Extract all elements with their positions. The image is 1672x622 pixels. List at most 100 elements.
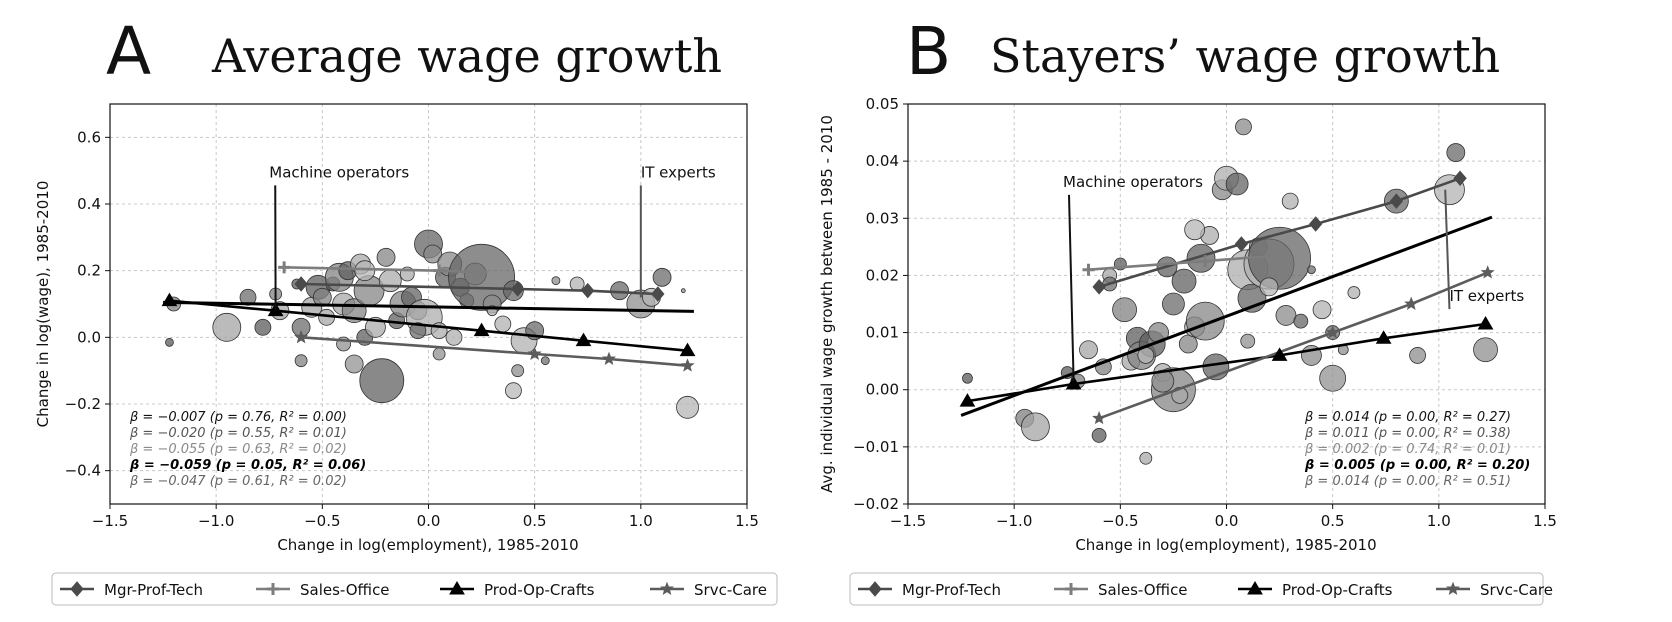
panel-a-x-ticks: −1.5 −1.0 −0.5 0.0 0.5 1.0 1.5: [92, 504, 759, 530]
y-tick-label: 0.03: [866, 209, 899, 227]
series-marker-mgr-prof-tech: [294, 276, 308, 292]
occupation-bubble: [1307, 265, 1316, 275]
series-marker-prod-op-crafts: [575, 332, 592, 347]
occupation-bubble: [1178, 334, 1198, 354]
y-tick-label: 0.0: [77, 328, 101, 346]
occupation-bubble: [1347, 286, 1361, 299]
occupation-bubble: [1240, 333, 1256, 349]
legend-marker-sales-office: [1065, 583, 1077, 595]
legend-marker-srvc-care: [1446, 581, 1460, 596]
series-marker-prod-op-crafts: [1375, 330, 1392, 344]
panel-a-y-axis-label: Change in log(wage), 1985-2010: [34, 181, 52, 428]
x-tick-label: −1.0: [996, 512, 1032, 530]
series-line-srvc-care: [301, 336, 688, 367]
panel-b: B Stayers’ wage growth −1.5 −1.0 −0.5 0.0 0.…: [818, 13, 1557, 554]
occupation-bubble: [540, 356, 550, 366]
occupation-bubble: [676, 395, 699, 419]
x-tick-label: −1.0: [198, 512, 234, 530]
occupation-bubble: [680, 288, 686, 294]
legend-marker-sales-office: [267, 583, 279, 595]
series-marker-sales-office: [1273, 249, 1286, 262]
legend-label-mgr-prof-tech: Mgr-Prof-Tech: [902, 581, 1001, 599]
occupation-bubble: [1319, 364, 1347, 392]
overall-fit-line: [960, 215, 1493, 417]
legend-label-prod-op-crafts: Prod-Op-Crafts: [1282, 581, 1393, 599]
legend-marker-srvc-care: [660, 581, 674, 596]
legend-marker-prod-op-crafts: [1247, 581, 1263, 595]
occupation-bubble: [1281, 192, 1299, 210]
occupation-bubble: [1112, 297, 1137, 323]
legend-label-sales-office: Sales-Office: [1098, 581, 1188, 599]
panel-a-annotations: Machine operators IT experts: [269, 163, 716, 311]
occupation-bubble: [652, 267, 672, 287]
x-tick-label: −1.5: [890, 512, 926, 530]
legend-marker-mgr-prof-tech: [70, 581, 84, 597]
legend-label-srvc-care: Srvc-Care: [1480, 581, 1553, 599]
occupation-bubble: [254, 318, 272, 336]
y-tick-label: 0.4: [77, 195, 101, 213]
occupation-bubble: [1091, 428, 1107, 443]
legend-label-mgr-prof-tech: Mgr-Prof-Tech: [104, 581, 203, 599]
panel-b-markers: [959, 170, 1495, 425]
occupation-bubble: [511, 364, 525, 378]
occupation-bubble: [423, 244, 443, 264]
series-marker-mgr-prof-tech: [1309, 216, 1323, 232]
occupation-bubble: [1021, 412, 1050, 442]
panel-a-stat-srvc-care: β = −0.055 (p = 0.63, R² = 0.02): [129, 442, 347, 457]
occupation-bubble: [354, 260, 376, 282]
series-marker-mgr-prof-tech: [1092, 279, 1106, 295]
overall-fit-line: [163, 300, 694, 313]
occupation-bubble: [1259, 277, 1279, 297]
y-tick-label: 0.04: [866, 152, 899, 170]
x-tick-label: 0.5: [523, 512, 547, 530]
annotation-label: IT experts: [641, 163, 716, 181]
legend-a: Mgr-Prof-Tech Sales-Office Prod-Op-Crafts S…: [51, 572, 778, 606]
annotation-label: Machine operators: [269, 163, 409, 181]
y-tick-label: −0.4: [65, 462, 101, 480]
annotation-arrow: [1444, 189, 1451, 310]
panel-b-x-ticks: −1.5 −1.0 −0.5 0.0 0.5 1.0 1.5: [890, 504, 1557, 530]
occupation-bubble: [359, 358, 405, 404]
panel-b-stats-box: β = 0.014 (p = 0.00, R² = 0.27) β = 0.01…: [1304, 410, 1530, 489]
y-tick-label: 0.6: [77, 128, 101, 146]
panel-b-stat-mgr-prof-tech: β = 0.014 (p = 0.00, R² = 0.27): [1304, 410, 1511, 425]
x-tick-label: −1.5: [92, 512, 128, 530]
occupation-bubble: [962, 372, 973, 384]
panel-b-y-ticks: −0.02 −0.01 0.00 0.01 0.02 0.03 0.04 0.05: [853, 95, 908, 513]
panel-a-stat-overall: β = −0.047 (p = 0.61, R² = 0.02): [129, 474, 347, 489]
panel-a-stat-mgr-prof-tech: β = −0.007 (p = 0.76, R² = 0.00): [129, 410, 347, 425]
panel-a-markers: [161, 261, 696, 372]
y-tick-label: 0.01: [866, 324, 899, 342]
legend-label-sales-office: Sales-Office: [300, 581, 390, 599]
series-marker-sales-office: [1199, 255, 1212, 268]
series-marker-prod-op-crafts: [161, 292, 178, 307]
x-tick-label: 0.5: [1321, 512, 1345, 530]
series-marker-srvc-care: [1480, 265, 1495, 279]
occupation-bubble: [376, 247, 396, 267]
series-marker-sales-office: [475, 266, 488, 279]
series-marker-prod-op-crafts: [1271, 347, 1288, 361]
x-tick-label: 0.0: [417, 512, 441, 530]
panel-a-x-axis-label: Change in log(employment), 1985-2010: [277, 536, 578, 554]
series-marker-mgr-prof-tech: [1389, 193, 1404, 209]
panel-b-x-axis-label: Change in log(employment), 1985-2010: [1075, 536, 1376, 554]
x-tick-label: 0.0: [1215, 512, 1239, 530]
legend-label-prod-op-crafts: Prod-Op-Crafts: [484, 581, 595, 599]
legend-b-frame: [849, 572, 1544, 606]
occupation-bubble: [378, 269, 402, 293]
x-tick-label: 1.5: [1533, 512, 1557, 530]
occupation-bubble: [1162, 292, 1185, 316]
x-tick-label: −0.5: [1102, 512, 1138, 530]
annotation-arrow: [1068, 194, 1075, 382]
panel-b-stat-srvc-care: β = 0.002 (p = 0.74, R² = 0.01): [1304, 442, 1511, 457]
occupation-bubble: [409, 322, 427, 340]
occupation-bubble: [1185, 301, 1225, 341]
occupation-bubble: [294, 354, 308, 368]
occupation-bubble: [212, 312, 242, 342]
series-marker-srvc-care: [680, 358, 695, 372]
series-marker-sales-office: [278, 261, 291, 274]
y-tick-label: −0.01: [853, 438, 899, 456]
x-tick-label: 1.0: [629, 512, 653, 530]
annotation-label: Machine operators: [1063, 173, 1203, 191]
